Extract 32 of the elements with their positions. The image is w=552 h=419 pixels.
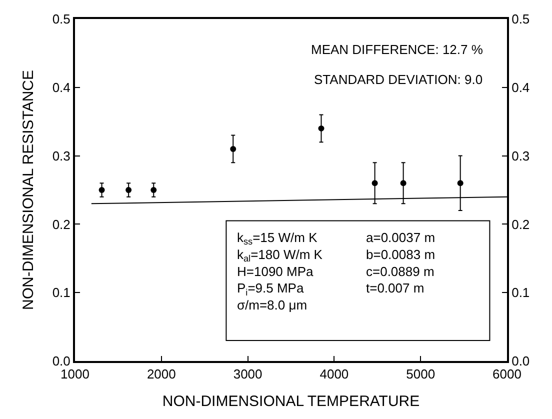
- x-tick-label: 6000: [492, 366, 522, 382]
- x-tick-label: 1000: [60, 366, 90, 382]
- annotation: a=0.0037 m b=0.0083 m c=0.0889 m t=0.007 m: [366, 230, 436, 296]
- point: [400, 180, 406, 186]
- y-tick-label: 0.0: [52, 354, 70, 369]
- y-axis-title: NON-DIMENSIONAL RESISTANCE: [20, 70, 38, 310]
- point: [230, 146, 236, 152]
- text: k$_{ss}$=15 W/m K k$_{al}$=180 W/m K H=1090 MPa P$_{i}$=9.5 MPa σ/m=8.0 μm: [237, 230, 322, 313]
- point: [318, 125, 324, 132]
- point: [457, 180, 464, 186]
- annotation: STANDARD DEVIATION: 9.0: [314, 72, 483, 87]
- y2-tick-label: 0.2: [512, 216, 530, 232]
- y2-tick-label: 0.0: [512, 354, 530, 369]
- x-tick-label: 3000: [233, 366, 262, 382]
- y-tick-label: 0.5: [52, 12, 70, 27]
- y-tick-label: 0.3: [52, 148, 70, 164]
- y-tick-label: 0.1: [52, 285, 70, 300]
- x-tick-label: 2000: [146, 366, 176, 382]
- x-axis-title: NON-DIMENSIONAL TEMPERATURE: [162, 393, 420, 410]
- y2-tick-label: 0.5: [512, 12, 530, 27]
- annotation: MEAN DIFFERENCE: 12.7 %: [311, 42, 484, 57]
- y2-tick-label: 0.1: [512, 285, 530, 300]
- point: [150, 187, 157, 193]
- point: [372, 180, 378, 186]
- y-tick-label: 0.4: [52, 80, 70, 95]
- x-tick-label: 5000: [406, 366, 436, 382]
- point: [98, 187, 105, 193]
- x-tick-label: 4000: [320, 366, 349, 382]
- y2-tick-label: 0.4: [512, 80, 530, 95]
- y-tick-label: 0.2: [52, 216, 70, 232]
- point: [126, 187, 132, 193]
- y2-tick-label: 0.3: [512, 148, 530, 164]
